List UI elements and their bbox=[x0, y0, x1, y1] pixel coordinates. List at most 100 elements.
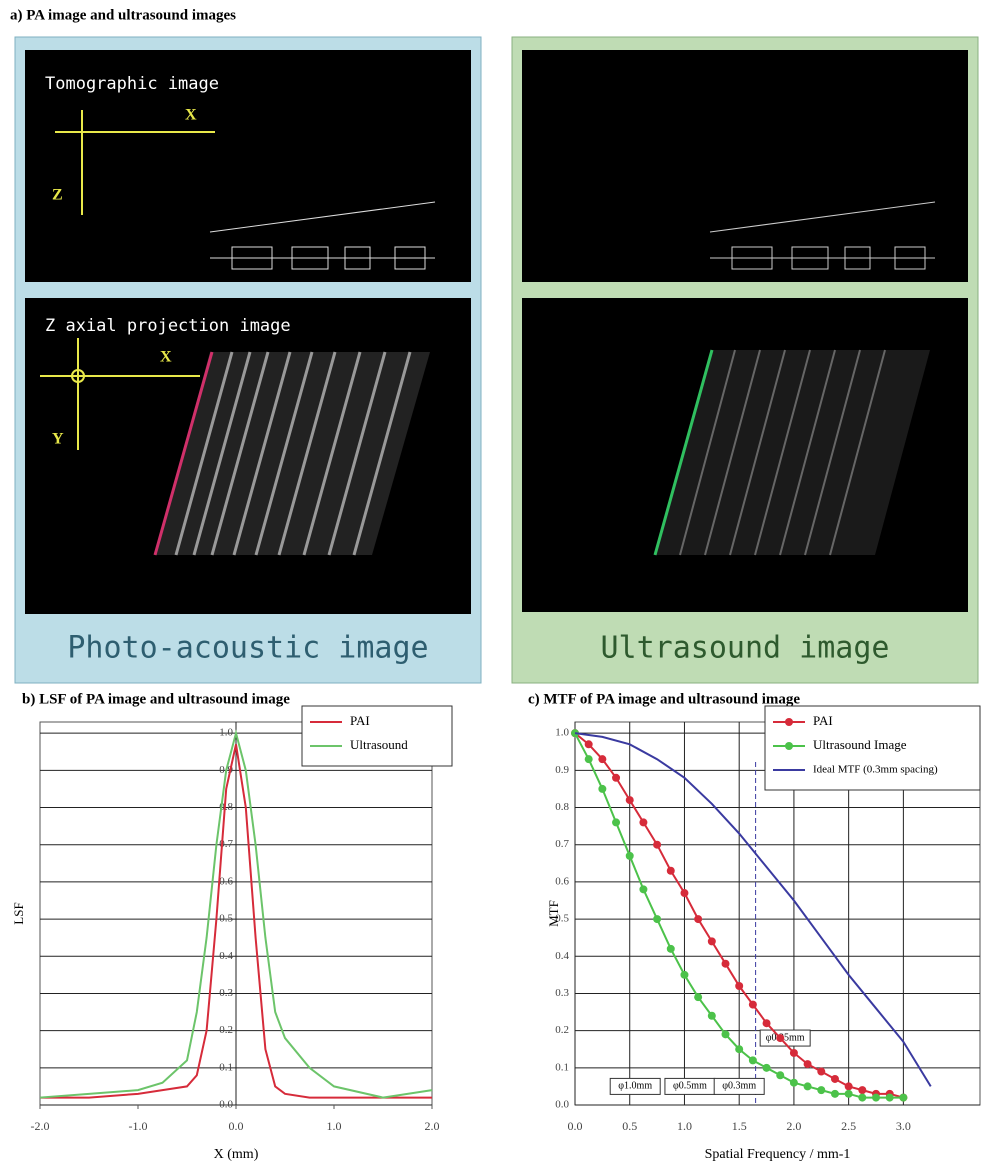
y-tick-label: 0.3 bbox=[219, 987, 233, 999]
y-tick-label: 0.2 bbox=[219, 1024, 233, 1036]
data-point bbox=[790, 1079, 798, 1087]
y-tick-label: 0.0 bbox=[555, 1099, 569, 1111]
data-point bbox=[817, 1086, 825, 1094]
y-axis-label: LSF bbox=[11, 902, 26, 924]
y-tick-label: 0.2 bbox=[555, 1024, 569, 1036]
legend-label: PAI bbox=[813, 713, 833, 728]
annotation-text: φ1.0mm bbox=[618, 1081, 652, 1092]
y-tick-label: 0.6 bbox=[555, 875, 569, 887]
data-point bbox=[598, 755, 606, 763]
data-point bbox=[585, 740, 593, 748]
y-tick-label: 0.4 bbox=[555, 950, 569, 962]
data-point bbox=[763, 1064, 771, 1072]
data-point bbox=[763, 1019, 771, 1027]
x-tick-label: -2.0 bbox=[31, 1119, 50, 1133]
legend-label: PAI bbox=[350, 713, 370, 728]
x-tick-label: -1.0 bbox=[129, 1119, 148, 1133]
data-point bbox=[694, 993, 702, 1001]
y-tick-label: 0.1 bbox=[555, 1061, 569, 1073]
x-tick-label: 2.5 bbox=[841, 1119, 856, 1133]
data-point bbox=[817, 1068, 825, 1076]
data-point bbox=[667, 867, 675, 875]
y-tick-label: 0.8 bbox=[555, 801, 569, 813]
figure: a) PA image and ultrasound images Tomogr… bbox=[0, 0, 982, 1169]
data-point bbox=[776, 1071, 784, 1079]
x-tick-label: 0.0 bbox=[229, 1119, 244, 1133]
x-tick-label: 2.0 bbox=[786, 1119, 801, 1133]
axis-letter: Z bbox=[52, 187, 63, 204]
y-tick-label: 0.6 bbox=[219, 875, 233, 887]
panel-title: a) PA image and ultrasound images bbox=[10, 7, 236, 23]
annotation: φ1.0mm bbox=[610, 1078, 660, 1094]
legend-marker bbox=[785, 718, 793, 726]
y-axis-label: MTF bbox=[546, 900, 561, 927]
data-point bbox=[708, 1012, 716, 1020]
data-point bbox=[735, 982, 743, 990]
data-point bbox=[886, 1094, 894, 1102]
image-caption: Photo-acoustic image bbox=[67, 631, 428, 666]
x-axis-label: X (mm) bbox=[214, 1147, 259, 1162]
annotation-text: φ0.25mm bbox=[766, 1032, 805, 1043]
x-tick-label: 2.0 bbox=[425, 1119, 440, 1133]
y-tick-label: 0.1 bbox=[219, 1061, 233, 1073]
data-point bbox=[735, 1045, 743, 1053]
data-point bbox=[680, 889, 688, 897]
data-point bbox=[708, 937, 716, 945]
chart-title: c) MTF of PA image and ultrasound image bbox=[528, 691, 800, 707]
data-point bbox=[585, 755, 593, 763]
legend-label: Ultrasound bbox=[350, 737, 408, 752]
data-point bbox=[639, 885, 647, 893]
y-tick-label: 0.4 bbox=[219, 950, 233, 962]
legend-label: Ideal MTF (0.3mm spacing) bbox=[813, 764, 938, 776]
y-tick-label: 0.5 bbox=[219, 913, 233, 925]
y-tick-label: 0.0 bbox=[219, 1099, 233, 1111]
data-point bbox=[612, 774, 620, 782]
data-point bbox=[722, 1030, 730, 1038]
data-point bbox=[749, 1001, 757, 1009]
y-tick-label: 1.0 bbox=[555, 727, 569, 739]
data-point bbox=[790, 1049, 798, 1057]
data-point bbox=[667, 945, 675, 953]
data-point bbox=[694, 915, 702, 923]
data-point bbox=[831, 1090, 839, 1098]
image-caption: Ultrasound image bbox=[601, 631, 890, 666]
y-tick-label: 0.9 bbox=[555, 764, 569, 776]
page: a) PA image and ultrasound images Tomogr… bbox=[0, 0, 982, 1169]
axis-letter: X bbox=[160, 349, 172, 366]
data-point bbox=[858, 1094, 866, 1102]
x-tick-label: 0.0 bbox=[568, 1119, 583, 1133]
data-point bbox=[626, 852, 634, 860]
image-label: Z axial projection image bbox=[45, 316, 291, 336]
data-point bbox=[680, 971, 688, 979]
data-point bbox=[845, 1090, 853, 1098]
data-point bbox=[804, 1082, 812, 1090]
data-point bbox=[776, 1034, 784, 1042]
data-point bbox=[612, 818, 620, 826]
y-tick-label: 0.3 bbox=[555, 987, 569, 999]
data-point bbox=[858, 1086, 866, 1094]
data-point bbox=[899, 1094, 907, 1102]
data-point bbox=[722, 960, 730, 968]
data-point bbox=[749, 1056, 757, 1064]
legend-marker bbox=[785, 742, 793, 750]
x-axis-label: Spatial Frequency / mm-1 bbox=[705, 1147, 851, 1162]
data-point bbox=[653, 841, 661, 849]
charts: b) LSF of PA image and ultrasound image 0… bbox=[11, 691, 980, 1162]
data-point bbox=[872, 1094, 880, 1102]
x-tick-label: 1.0 bbox=[327, 1119, 342, 1133]
chart-title: b) LSF of PA image and ultrasound image bbox=[22, 691, 290, 707]
y-tick-label: 1.0 bbox=[219, 727, 233, 739]
legend-label: Ultrasound Image bbox=[813, 737, 907, 752]
data-point bbox=[598, 785, 606, 793]
x-tick-label: 1.0 bbox=[677, 1119, 692, 1133]
annotation-text: φ0.3mm bbox=[722, 1081, 756, 1092]
x-tick-label: 0.5 bbox=[622, 1119, 637, 1133]
data-point bbox=[639, 818, 647, 826]
axis-letter: X bbox=[185, 107, 197, 124]
annotation-text: φ0.5mm bbox=[673, 1081, 707, 1092]
x-tick-label: 1.5 bbox=[732, 1119, 747, 1133]
x-tick-label: 3.0 bbox=[896, 1119, 911, 1133]
data-point bbox=[845, 1082, 853, 1090]
y-tick-label: 0.7 bbox=[555, 838, 569, 850]
axis-letter: Y bbox=[52, 431, 64, 448]
